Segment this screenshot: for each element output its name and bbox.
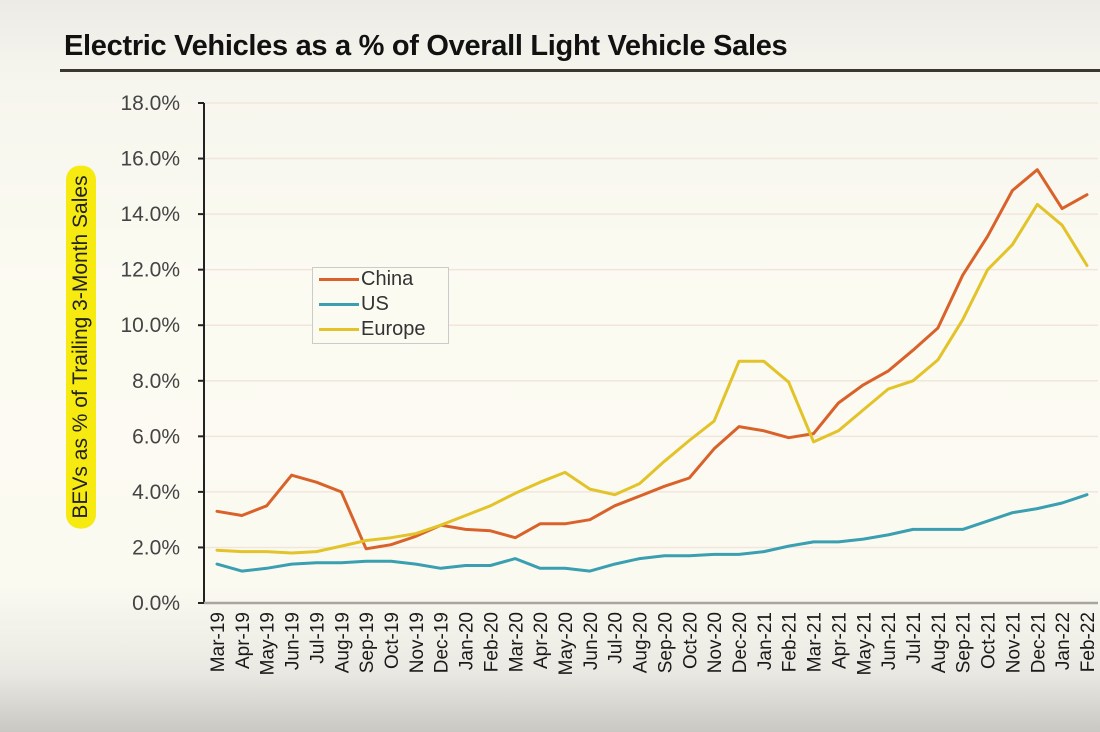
x-tick-label: Feb-22 xyxy=(1078,612,1099,672)
title-underline xyxy=(60,69,1100,72)
x-tick-label: Dec-19 xyxy=(432,612,453,673)
x-tick-label: May-20 xyxy=(556,612,577,675)
legend-item-china: China xyxy=(319,268,413,290)
x-tick-label: Jan-20 xyxy=(457,612,478,670)
series-line-europe xyxy=(215,202,1089,555)
x-tick-label: Nov-21 xyxy=(1003,612,1024,673)
x-tick-label: Sep-21 xyxy=(954,612,975,673)
legend-label-china: China xyxy=(361,267,414,290)
x-tick-label: Feb-20 xyxy=(481,612,502,672)
y-tick-label: 4.0% xyxy=(132,481,180,504)
legend: China US Europe xyxy=(312,267,449,344)
x-tick-label: Nov-19 xyxy=(407,612,428,673)
x-tick-label: Apr-21 xyxy=(829,612,850,669)
x-tick-label: Sep-20 xyxy=(655,612,676,673)
x-tick-label: Dec-20 xyxy=(730,612,751,673)
x-tick-label: Sep-19 xyxy=(357,612,378,673)
y-tick-label: 16.0% xyxy=(120,148,180,171)
y-tick-label: 2.0% xyxy=(132,536,180,559)
legend-label-us: US xyxy=(361,292,389,315)
x-tick-label: Dec-21 xyxy=(1028,612,1049,673)
x-tick-labels: Mar-19 Apr-19 May-19 Jun-19 Jul-19 Aug-19 Sep-… xyxy=(208,612,1099,675)
x-tick-label: Jul-20 xyxy=(606,612,627,664)
series-line-us xyxy=(215,493,1089,573)
x-tick-label: Oct-21 xyxy=(979,612,1000,669)
x-tick-label: Jun-20 xyxy=(581,612,602,670)
x-tick-label: Mar-21 xyxy=(805,612,826,672)
legend-item-us: US xyxy=(319,293,389,315)
axes xyxy=(198,102,1098,605)
x-tick-label: Nov-20 xyxy=(705,612,726,673)
x-tick-label: Jan-21 xyxy=(755,612,776,670)
legend-swatch-china xyxy=(319,277,359,281)
legend-item-europe: Europe xyxy=(319,318,426,340)
x-tick-label: Apr-19 xyxy=(233,612,254,669)
x-tick-label: Mar-20 xyxy=(506,612,527,672)
legend-swatch-us xyxy=(319,302,359,306)
x-tick-label: Aug-19 xyxy=(332,612,353,673)
x-tick-label: May-19 xyxy=(258,612,279,675)
y-tick-label: 8.0% xyxy=(132,370,180,393)
x-tick-label: Jun-19 xyxy=(283,612,304,670)
x-tick-label: Mar-19 xyxy=(208,612,229,672)
x-tick-label: Jun-21 xyxy=(879,612,900,670)
chart-title: Electric Vehicles as a % of Overall Ligh… xyxy=(64,30,788,62)
x-tick-label: Oct-19 xyxy=(382,612,403,669)
y-tick-labels: 0.0% 2.0% 4.0% 6.0% 8.0% 10.0% 12.0% 14.0% 16.0%… xyxy=(120,92,180,615)
y-tick-label: 18.0% xyxy=(120,92,180,115)
x-tick-label: Jul-19 xyxy=(307,612,328,664)
x-tick-label: Aug-20 xyxy=(631,612,652,673)
x-tick-label: Feb-21 xyxy=(780,612,801,672)
x-tick-label: Apr-20 xyxy=(531,612,552,669)
y-tick-label: 10.0% xyxy=(120,314,180,337)
series-line-china xyxy=(215,168,1089,551)
x-tick-label: Jan-22 xyxy=(1053,612,1074,670)
x-tick-label: Jul-21 xyxy=(904,612,925,664)
x-tick-label: May-21 xyxy=(854,612,875,675)
legend-label-europe: Europe xyxy=(361,317,426,340)
series-lines xyxy=(215,168,1089,573)
y-tick-label: 0.0% xyxy=(132,592,180,615)
legend-swatch-europe xyxy=(319,327,359,331)
y-tick-label: 14.0% xyxy=(120,203,180,226)
y-tick-label: 12.0% xyxy=(120,259,180,282)
y-tick-label: 6.0% xyxy=(132,425,180,448)
x-tick-label: Oct-20 xyxy=(680,612,701,669)
x-tick-label: Aug-21 xyxy=(929,612,950,673)
